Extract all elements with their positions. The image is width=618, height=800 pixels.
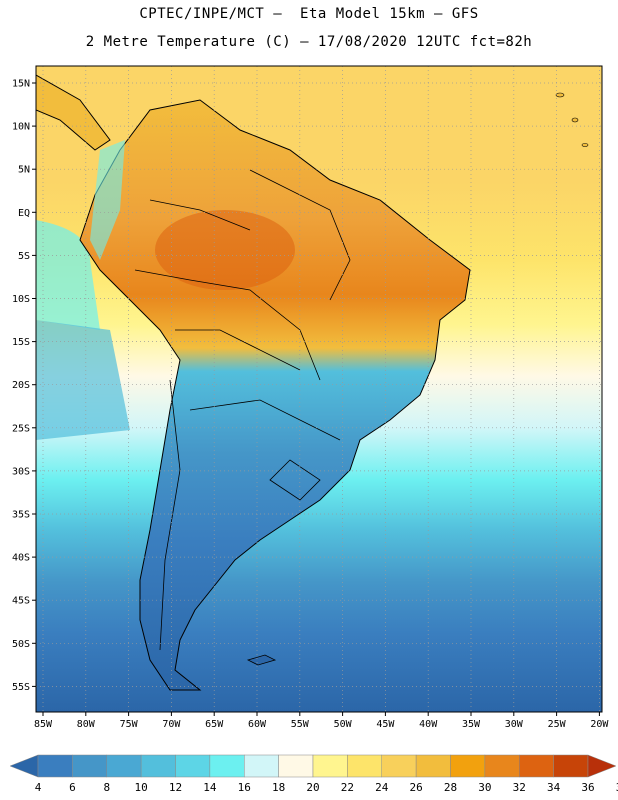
colorbar-swatch — [519, 754, 554, 778]
andes-cool-strip — [90, 140, 125, 260]
lat-label: 25S — [12, 423, 30, 434]
map-title-line2: 2 Metre Temperature (C) – 17/08/2020 12U… — [85, 34, 533, 50]
lon-label: 45W — [376, 719, 395, 730]
colorbar-label: 24 — [375, 781, 389, 794]
pacific-cool-tongue — [36, 220, 100, 330]
colorbar-label: 38 — [616, 781, 618, 794]
pacific-cool-region — [36, 320, 130, 440]
caribbean-islands — [555, 92, 589, 147]
lon-label: 50W — [334, 719, 353, 730]
lat-label: 15S — [12, 337, 30, 348]
colorbar-swatch — [415, 754, 451, 778]
colorbar-label: 16 — [238, 781, 251, 794]
lat-label: 50S — [12, 639, 30, 650]
central-america — [36, 74, 111, 151]
lon-label: 60W — [248, 719, 267, 730]
colorbar-label: 6 — [69, 781, 76, 794]
colorbar-arrow-low — [9, 754, 39, 778]
colorbar-label: 14 — [203, 781, 217, 794]
lat-label: 40S — [12, 553, 30, 564]
lat-label: 5N — [18, 165, 30, 176]
colorbar-swatch — [347, 754, 382, 778]
lat-label: 20S — [12, 380, 30, 391]
colorbar-swatch — [209, 754, 245, 778]
colorbar-swatch — [553, 754, 589, 778]
colorbar-label: 26 — [410, 781, 423, 794]
lat-label: 30S — [12, 466, 30, 477]
lat-label: 35S — [12, 510, 30, 521]
colorbar-label: 10 — [135, 781, 148, 794]
colorbar-label: 28 — [444, 781, 457, 794]
map-title-line1: CPTEC/INPE/MCT – Eta Model 15km – GFS — [139, 6, 479, 22]
amazon-hot-core — [155, 210, 295, 290]
falkland-islands — [246, 654, 277, 666]
colorbar-swatch — [312, 754, 348, 778]
lat-label: 55S — [12, 682, 30, 693]
colorbar-label: 30 — [478, 781, 491, 794]
colorbar-label: 4 — [35, 781, 42, 794]
colorbar-swatch — [140, 754, 176, 778]
lat-label: 45S — [12, 596, 30, 607]
lat-label: 10S — [12, 294, 30, 305]
colorbar-label: 12 — [169, 781, 182, 794]
lat-label: 15N — [12, 79, 30, 90]
map-frame — [35, 65, 603, 713]
country-borders — [134, 169, 351, 651]
colorbar-label: 36 — [581, 781, 594, 794]
colorbar-label: 32 — [513, 781, 526, 794]
colorbar-label: 8 — [103, 781, 110, 794]
lon-label: 80W — [77, 719, 96, 730]
colorbar-swatch — [37, 754, 73, 778]
colorbar-swatch — [278, 754, 314, 778]
colorbar-swatch — [484, 754, 520, 778]
lon-label: 25W — [548, 719, 567, 730]
colorbar-swatch — [175, 754, 211, 778]
lon-label: 20W — [590, 719, 609, 730]
colorbar-swatch — [450, 754, 486, 778]
lon-label: 40W — [419, 719, 438, 730]
lat-label: 10N — [12, 122, 30, 133]
longitude-axis: 85W 80W 75W 70W 65W 60W 55W 50W 45W 40W 35W 30W 25W 2… — [34, 712, 609, 730]
colorbar-swatch — [381, 754, 417, 778]
colorbar-label: 22 — [341, 781, 354, 794]
lat-label: 5S — [18, 251, 30, 262]
lon-label: 30W — [505, 719, 524, 730]
lon-label: 65W — [205, 719, 224, 730]
colorbar-swatch — [72, 754, 107, 778]
lat-label: EQ — [18, 208, 30, 219]
colorbar-label: 18 — [272, 781, 285, 794]
colorbar: 4 6 8 10 12 14 16 18 20 22 24 26 28 30 32 34 36 38 — [9, 754, 618, 794]
lon-label: 75W — [120, 719, 139, 730]
lon-label: 70W — [162, 719, 181, 730]
colorbar-label: 34 — [547, 781, 561, 794]
lon-label: 85W — [34, 719, 53, 730]
colorbar-swatch — [244, 754, 279, 778]
latitude-axis: 15N 10N 5N EQ 5S 10S 15S 20S 25S 30S 35S 40S 45S 50S 5… — [12, 79, 36, 693]
colorbar-label: 20 — [306, 781, 319, 794]
colorbar-swatch — [106, 754, 142, 778]
colorbar-arrow-high — [587, 754, 617, 778]
lon-label: 55W — [291, 719, 310, 730]
lon-label: 35W — [462, 719, 481, 730]
